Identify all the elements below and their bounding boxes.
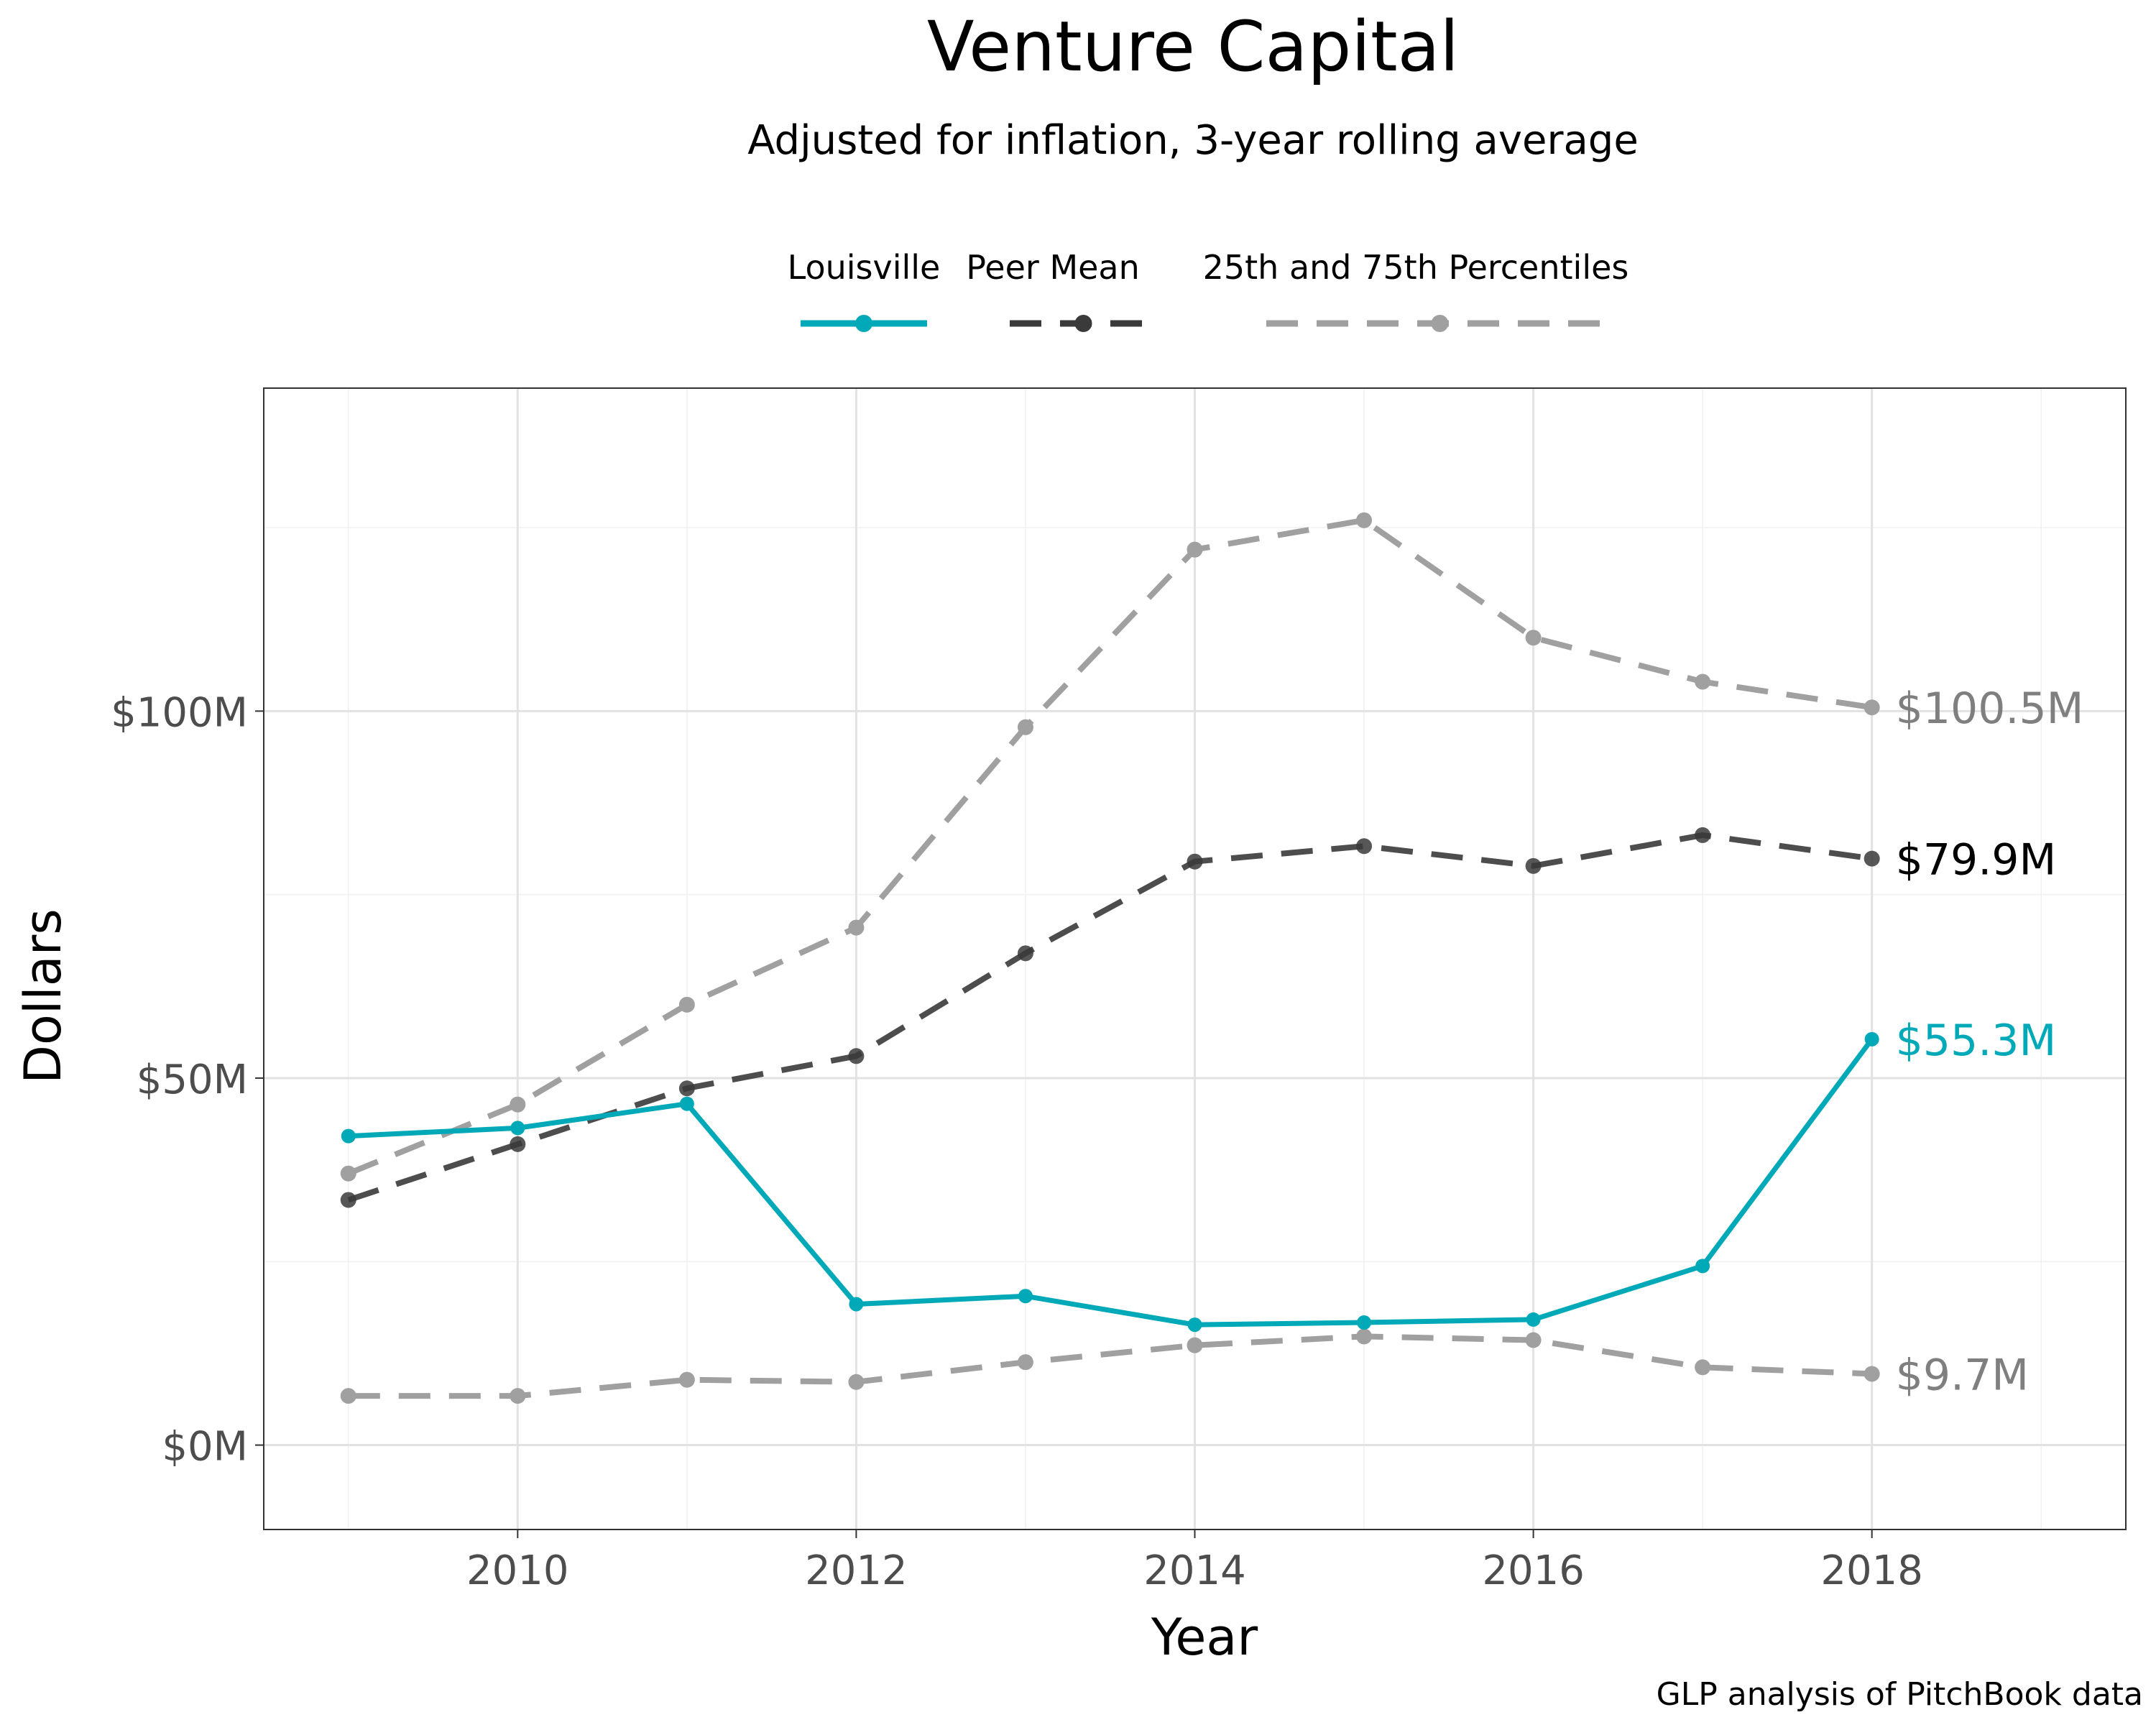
data-point (1018, 1289, 1033, 1304)
legend-item: Louisville (788, 248, 941, 332)
series-line (348, 1333, 1872, 1399)
plot-panel (263, 387, 2127, 1530)
end-label: $79.9M (1896, 835, 2057, 886)
data-point (1356, 1328, 1373, 1345)
data-point (510, 1136, 526, 1152)
data-point (1864, 1031, 1879, 1046)
x-tick-label: 2018 (1820, 1547, 1923, 1594)
chart-subtitle: Adjusted for inflation, 3-year rolling a… (747, 117, 1639, 164)
data-point (1187, 541, 1203, 558)
data-point (1695, 1359, 1711, 1376)
data-point (1017, 945, 1033, 962)
end-label: $9.7M (1896, 1351, 2029, 1401)
data-point (510, 1388, 526, 1404)
data-point (1864, 699, 1880, 716)
legend-key-point (1074, 315, 1092, 332)
data-point (1187, 1337, 1203, 1353)
x-tick-label: 2010 (466, 1547, 569, 1594)
data-point (1695, 827, 1711, 843)
y-tick-label: $100M (111, 689, 248, 736)
data-point (1356, 512, 1373, 528)
data-point (849, 1297, 864, 1312)
data-point (1526, 1312, 1541, 1327)
data-point (510, 1121, 525, 1136)
series-line (348, 1037, 1874, 1328)
x-tick-label: 2012 (805, 1547, 908, 1594)
y-axis: $0M $50M $100M (111, 689, 264, 1471)
data-point (679, 1096, 694, 1111)
legend-label: 25th and 75th Percentiles (1203, 248, 1629, 287)
end-label: $55.3M (1896, 1016, 2057, 1066)
data-point (1864, 850, 1880, 867)
data-point (1017, 1354, 1033, 1371)
series-line (347, 517, 1873, 1177)
data-point (1864, 1366, 1880, 1382)
legend-item: Peer Mean (966, 248, 1157, 332)
data-point (848, 1048, 865, 1064)
data-point (848, 919, 865, 936)
x-tick-label: 2014 (1143, 1547, 1246, 1594)
data-point (1525, 1332, 1542, 1348)
data-point (678, 996, 695, 1013)
data-point (341, 1128, 356, 1144)
data-point (1695, 1259, 1710, 1274)
series-3 (340, 512, 1880, 1182)
grid (264, 388, 2126, 1530)
series-layer (340, 512, 1880, 1404)
data-point (1695, 673, 1711, 690)
data-point (1187, 853, 1203, 870)
data-point (1017, 719, 1033, 735)
data-point (340, 1165, 356, 1182)
chart-title: Venture Capital (927, 6, 1459, 87)
legend: Louisville Peer Mean 25th and 75th Percent… (788, 248, 1629, 332)
y-tick-label: $0M (162, 1424, 248, 1471)
y-tick-label: $50M (137, 1057, 248, 1103)
series-2 (340, 1328, 1880, 1404)
data-point (678, 1080, 695, 1097)
end-label: $100.5M (1896, 684, 2084, 734)
data-point (1356, 838, 1373, 855)
data-point (1525, 630, 1542, 646)
data-point (678, 1371, 695, 1388)
x-axis-title: Year (1151, 1608, 1258, 1667)
data-point (340, 1192, 356, 1208)
data-point (848, 1374, 865, 1390)
legend-label: Louisville (788, 248, 941, 287)
data-point (510, 1096, 526, 1113)
caption: GLP analysis of PitchBook data (1657, 1676, 2143, 1713)
data-point (1187, 1317, 1202, 1333)
data-point (340, 1388, 356, 1404)
data-point (1357, 1315, 1372, 1330)
legend-item: 25th and 75th Percentiles (1203, 248, 1629, 332)
series-0 (341, 1031, 1879, 1333)
legend-key-point (855, 315, 872, 332)
data-point (1525, 857, 1542, 874)
legend-label: Peer Mean (966, 248, 1140, 287)
x-axis: 2010 2012 2014 2016 2018 (466, 1530, 1923, 1594)
legend-key-point (1431, 315, 1449, 332)
y-axis-title: Dollars (14, 908, 73, 1084)
end-labels: $55.3M $79.9M $9.7M $100.5M (1896, 684, 2084, 1400)
x-tick-label: 2016 (1482, 1547, 1585, 1594)
